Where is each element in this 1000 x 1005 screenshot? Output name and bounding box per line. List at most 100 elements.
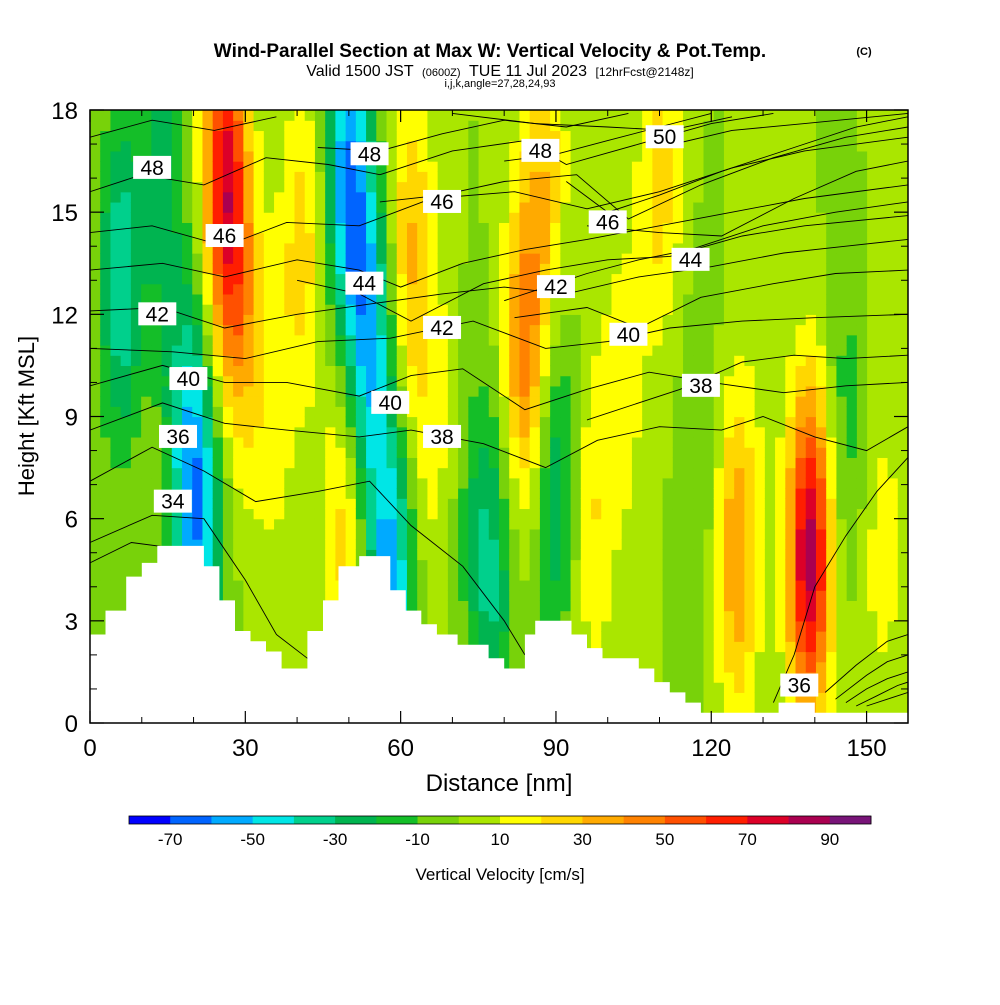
velocity-cell: [632, 376, 643, 387]
chart-indices: i,j,k,angle=27,28,24,93: [444, 78, 555, 90]
velocity-cell: [796, 243, 807, 254]
velocity-cell: [325, 182, 336, 193]
velocity-cell: [744, 202, 755, 213]
velocity-cell: [734, 212, 745, 223]
velocity-cell: [724, 304, 735, 315]
velocity-cell: [295, 539, 306, 550]
velocity-cell: [888, 437, 899, 448]
velocity-cell: [417, 600, 428, 611]
velocity-cell: [274, 365, 285, 376]
velocity-cell: [816, 304, 827, 315]
velocity-cell: [295, 202, 306, 213]
velocity-cell: [121, 376, 132, 387]
velocity-cell: [591, 478, 602, 489]
velocity-cell: [264, 273, 275, 284]
velocity-cell: [182, 468, 193, 479]
velocity-cell: [254, 468, 265, 479]
velocity-cell: [530, 457, 541, 468]
velocity-cell: [151, 243, 162, 254]
colorbar-swatch: [706, 816, 748, 824]
velocity-cell: [417, 294, 428, 305]
velocity-cell: [734, 171, 745, 182]
velocity-cell: [530, 447, 541, 458]
velocity-cell: [346, 437, 357, 448]
velocity-cell: [489, 284, 500, 295]
velocity-cell: [775, 651, 786, 662]
velocity-cell: [479, 202, 490, 213]
velocity-cell: [652, 549, 663, 560]
velocity-cell: [356, 519, 367, 530]
velocity-cell: [816, 386, 827, 397]
velocity-cell: [857, 570, 868, 581]
velocity-cell: [836, 488, 847, 499]
velocity-cell: [192, 263, 203, 274]
velocity-cell: [458, 498, 469, 509]
velocity-cell: [407, 355, 418, 366]
velocity-cell: [284, 233, 295, 244]
velocity-cell: [642, 560, 653, 571]
y-tick-label: 9: [65, 405, 78, 432]
velocity-cell: [581, 427, 592, 438]
velocity-cell: [295, 192, 306, 203]
velocity-cell: [796, 130, 807, 141]
velocity-cell: [724, 345, 735, 356]
velocity-cell: [560, 130, 571, 141]
velocity-cell: [888, 519, 899, 530]
velocity-cell: [233, 192, 244, 203]
velocity-cell: [601, 396, 612, 407]
velocity-cell: [755, 304, 766, 315]
velocity-cell: [734, 621, 745, 632]
velocity-cell: [162, 222, 173, 233]
velocity-cell: [468, 529, 479, 540]
velocity-cell: [806, 376, 817, 387]
velocity-cell: [591, 376, 602, 387]
velocity-cell: [601, 488, 612, 499]
velocity-cell: [407, 498, 418, 509]
velocity-cell: [90, 120, 101, 131]
velocity-cell: [264, 406, 275, 417]
velocity-cell: [387, 171, 398, 182]
velocity-cell: [826, 478, 837, 489]
velocity-cell: [826, 488, 837, 499]
velocity-cell: [796, 396, 807, 407]
velocity-cell: [765, 631, 776, 642]
velocity-cell: [489, 233, 500, 244]
velocity-cell: [233, 365, 244, 376]
velocity-cell: [693, 304, 704, 315]
velocity-cell: [325, 437, 336, 448]
velocity-cell: [489, 488, 500, 499]
velocity-cell: [836, 651, 847, 662]
velocity-cell: [611, 519, 622, 530]
velocity-cell: [274, 325, 285, 336]
velocity-cell: [775, 641, 786, 652]
velocity-cell: [673, 417, 684, 428]
velocity-cell: [530, 212, 541, 223]
velocity-cell: [550, 498, 561, 509]
velocity-cell: [642, 447, 653, 458]
velocity-cell: [796, 437, 807, 448]
velocity-cell: [744, 304, 755, 315]
velocity-cell: [172, 151, 183, 162]
velocity-cell: [693, 151, 704, 162]
velocity-cell: [550, 437, 561, 448]
velocity-cell: [519, 233, 530, 244]
velocity-cell: [100, 335, 111, 346]
velocity-cell: [356, 171, 367, 182]
velocity-cell: [172, 519, 183, 530]
velocity-cell: [438, 396, 449, 407]
velocity-cell: [704, 539, 715, 550]
velocity-cell: [233, 253, 244, 264]
velocity-cell: [90, 365, 101, 376]
velocity-cell: [796, 539, 807, 550]
velocity-cell: [806, 294, 817, 305]
velocity-cell: [243, 406, 254, 417]
velocity-cell: [90, 539, 101, 550]
velocity-cell: [755, 519, 766, 530]
velocity-cell: [765, 519, 776, 530]
velocity-cell: [652, 355, 663, 366]
velocity-cell: [785, 335, 796, 346]
velocity-cell: [213, 212, 224, 223]
velocity-cell: [714, 457, 725, 468]
velocity-cell: [847, 478, 858, 489]
velocity-cell: [233, 130, 244, 141]
